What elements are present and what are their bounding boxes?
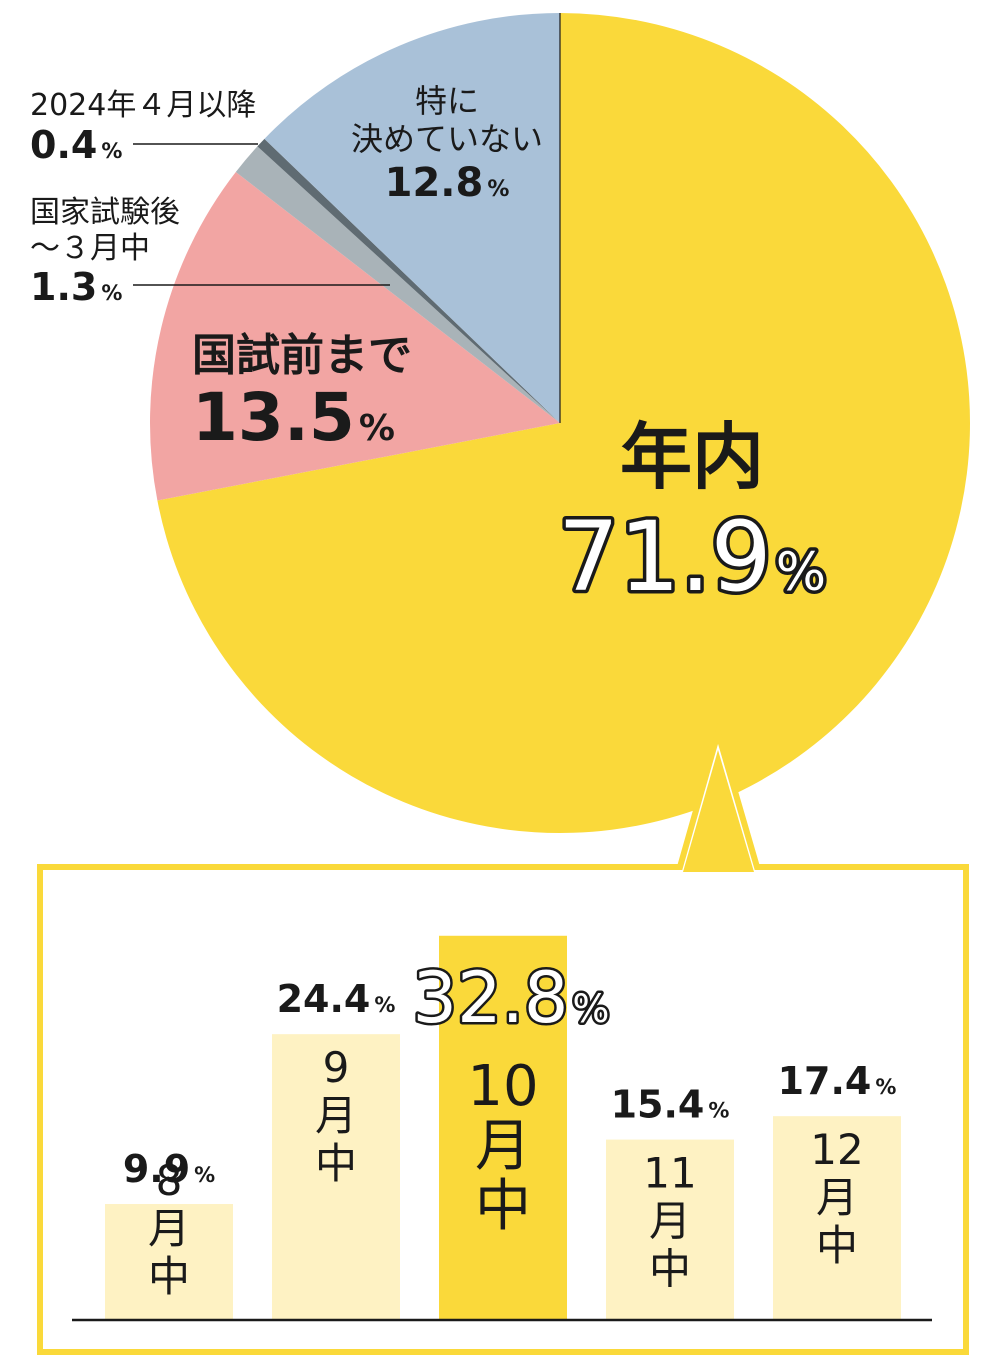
pie-slice-after-exam xyxy=(235,146,560,423)
bar-category-label: 中 xyxy=(315,1139,357,1188)
bar-category-label: 月 xyxy=(475,1114,531,1179)
pie-slice-after-april xyxy=(257,138,560,423)
bar-category-label: 中 xyxy=(649,1245,691,1294)
bar-value-label: 17.4% xyxy=(778,1059,897,1103)
bar-category-label: 中 xyxy=(816,1221,858,1270)
bar-category-label: 月 xyxy=(816,1173,858,1222)
slice-value-after-april: 0.4% xyxy=(30,123,122,167)
bar-value-label: 24.4% xyxy=(277,977,396,1021)
slice-label-before-exam: 国試前まで xyxy=(192,330,412,381)
pie-slice-before-exam xyxy=(150,172,560,501)
slice-label-after-april: 2024年４月以降 xyxy=(30,88,256,123)
bar-category-label: 月 xyxy=(315,1091,357,1140)
callout-pointer xyxy=(683,750,754,872)
bar-category-label: 月 xyxy=(649,1197,691,1246)
slice-label-after-exam: 国家試験後 xyxy=(30,195,180,230)
bar-9 xyxy=(272,1034,400,1320)
bar-value-label: 32.8% xyxy=(413,957,610,1039)
bar-10 xyxy=(439,935,567,1320)
slice-value-after-exam: 1.3% xyxy=(30,265,122,309)
pie-chart xyxy=(150,13,971,833)
slice-value-undecided: 12.8% xyxy=(385,160,510,206)
pie-slice-year-end xyxy=(157,13,971,833)
slice-value-year-end: 71.9% xyxy=(558,501,826,613)
pie-slice-undecided xyxy=(264,13,560,423)
bar-category-label: 11 xyxy=(643,1149,696,1198)
bar-category-label: 中 xyxy=(148,1252,190,1301)
slice-value-before-exam: 13.5% xyxy=(192,379,395,456)
bar-category-label: 10 xyxy=(467,1054,538,1119)
bar-12 xyxy=(773,1116,901,1320)
bar-category-label: 中 xyxy=(475,1174,531,1239)
bar-11 xyxy=(606,1139,734,1320)
bar-category-label: 12 xyxy=(810,1125,863,1174)
bar-value-label: 9.9% xyxy=(123,1147,215,1191)
slice-label-undecided: 特に xyxy=(415,82,479,120)
bar-value-label: 15.4% xyxy=(611,1083,730,1127)
slice-label-year-end: 年内 xyxy=(620,415,764,499)
slice-label-undecided-line2: 決めていない xyxy=(351,120,543,158)
bar-category-label: 月 xyxy=(148,1204,190,1253)
bar-category-label: 8 xyxy=(156,1156,183,1205)
bar-8 xyxy=(105,1204,233,1320)
slice-label-after-exam-line2: ～３月中 xyxy=(30,231,150,266)
bar-category-label: 9 xyxy=(323,1043,350,1092)
